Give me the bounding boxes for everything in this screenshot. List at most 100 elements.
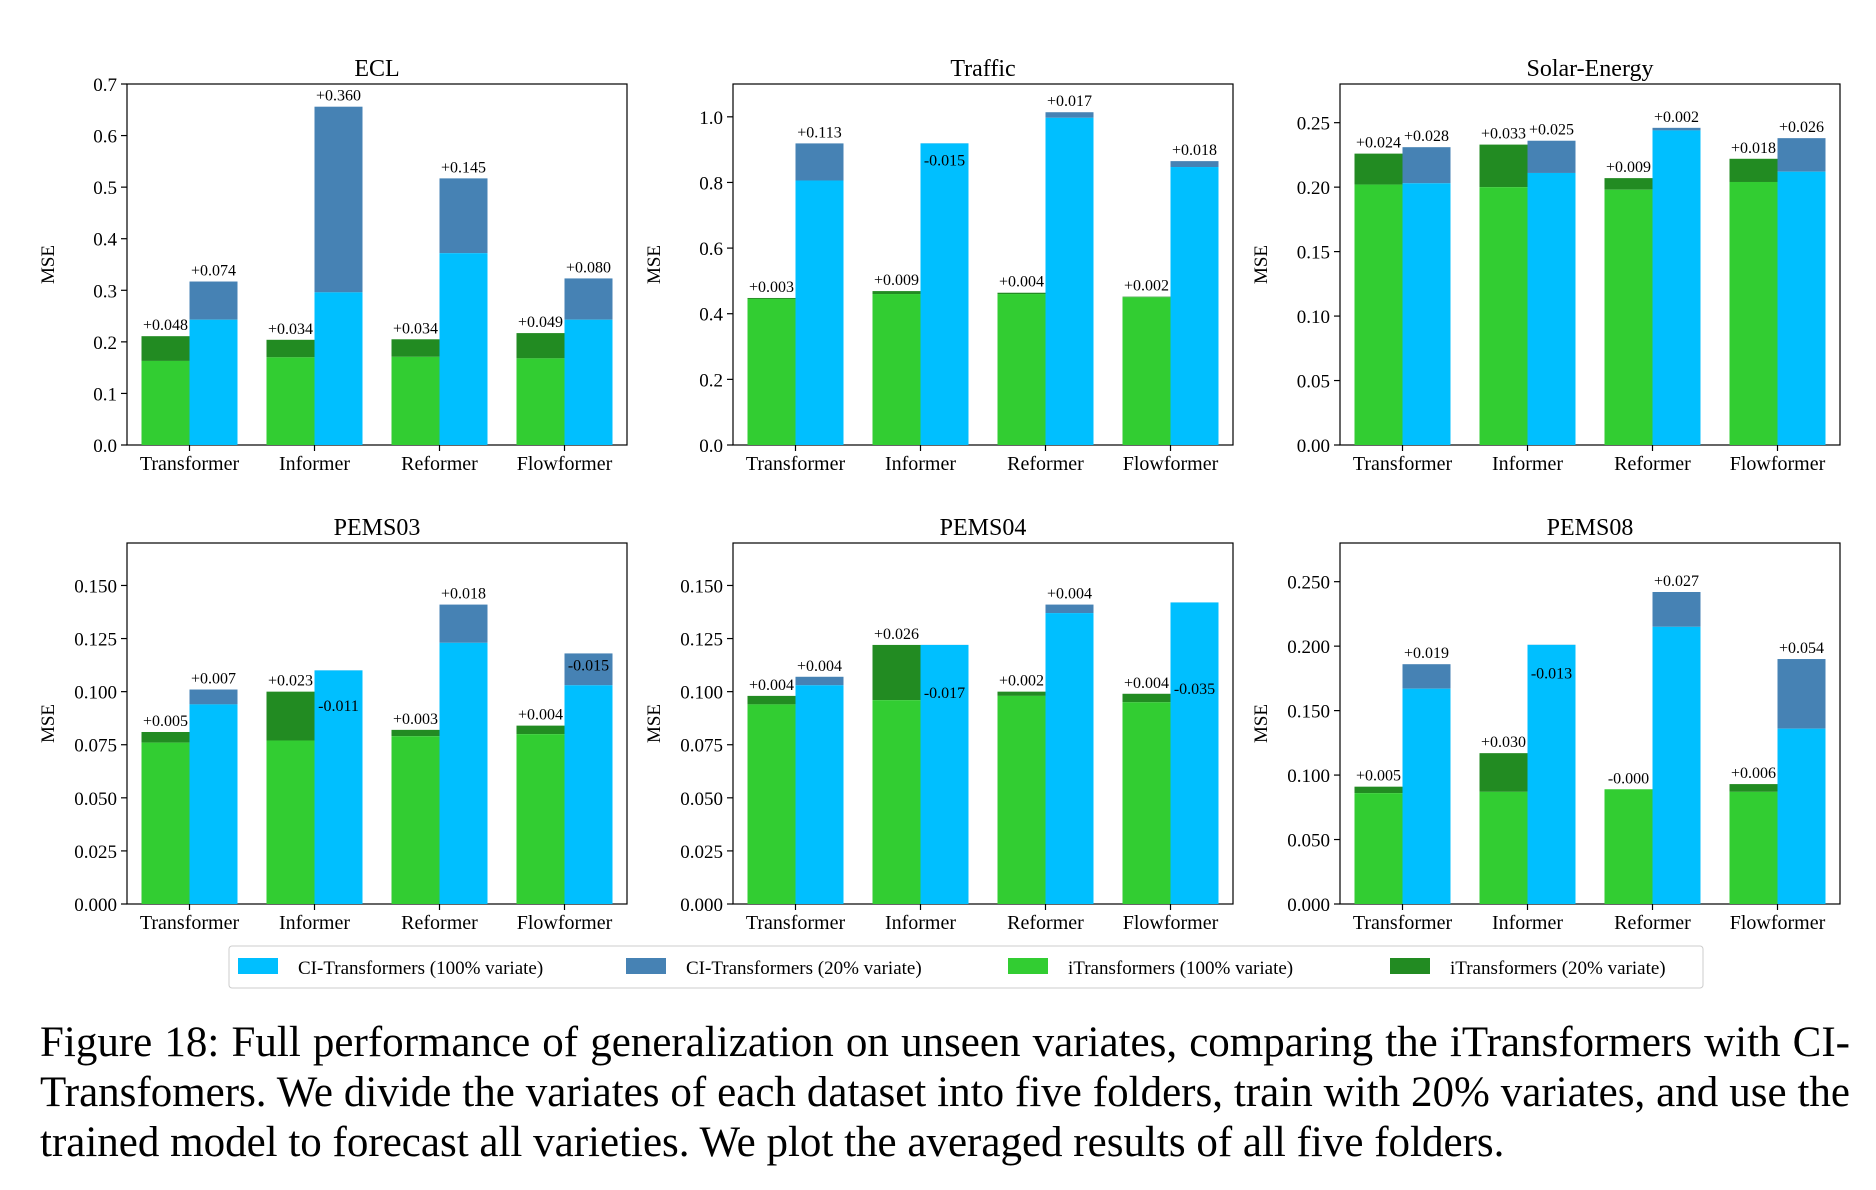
data-label-itrans: +0.003 [393,711,438,728]
y-tick-label: 0.10 [1297,307,1330,328]
bar-itrans-100 [997,695,1046,904]
x-tick-label: Transformer [140,912,240,934]
data-label-ci: -0.035 [1174,681,1215,698]
x-tick-label: Reformer [1007,912,1084,934]
x-tick-label: Informer [1492,453,1563,475]
x-tick-label: Informer [1492,912,1563,934]
bar-itrans-100 [747,704,796,904]
axes-frame [732,542,1234,905]
y-tick-label: 0.000 [680,895,723,916]
bar-itrans-20 [1354,786,1403,794]
data-label-ci: +0.054 [1779,640,1824,657]
y-tick-label: 0.6 [699,239,723,260]
bar-itrans-20 [266,691,315,741]
x-tick-label: Flowformer [517,912,613,934]
bar-itrans-20 [1604,178,1653,190]
chart-title: Traffic [950,56,1015,82]
y-tick-label: 0.00 [1297,436,1330,457]
data-label-ci: +0.028 [1404,128,1449,145]
data-label-itrans: +0.009 [874,272,919,289]
bar-ci-100 [920,644,969,904]
data-label-ci: +0.145 [441,159,486,176]
data-label-itrans: +0.049 [518,314,563,331]
data-label-itrans: +0.009 [1606,159,1651,176]
y-tick-label: 0.025 [680,842,723,863]
bar-itrans-100 [1354,184,1403,446]
data-label-itrans: +0.026 [874,626,919,643]
y-tick-label: 0.050 [74,789,117,810]
y-tick-label: 0.250 [1287,573,1330,594]
bar-itrans-20 [1122,693,1171,703]
data-label-ci: +0.026 [1779,119,1824,136]
bar-ci-100 [564,319,613,445]
bar-itrans-100 [1604,189,1653,445]
bar-ci-20 [564,653,613,686]
bar-ci-20 [1652,591,1701,627]
x-tick-label: Informer [279,912,350,934]
legend-swatch [626,958,666,974]
y-tick-label: 0.15 [1297,243,1330,264]
y-tick-label: 0.4 [699,305,723,326]
bar-ci-100 [1402,183,1451,445]
legend-swatch [1008,958,1048,974]
bar-ci-100 [795,180,844,445]
bar-itrans-100 [872,294,921,445]
y-tick-label: 0.150 [680,576,723,597]
figure-panel: ECL MSE 0.0 0.1 0.2 0.3 0.4 0.5 0.6 0.7 Transforme… [38,56,1841,989]
y-tick-label: 0.0 [699,436,723,457]
axes-frame [732,83,1234,446]
bar-ci-100 [189,319,238,445]
y-tick-label: 0.25 [1297,114,1330,135]
x-tick-label: Transformer [140,453,240,475]
data-label-itrans: +0.048 [143,317,188,334]
data-label-ci: +0.018 [441,586,486,603]
data-label-itrans: +0.005 [1356,768,1401,785]
bar-itrans-100 [266,357,315,445]
bar-itrans-100 [1122,702,1171,904]
data-label-ci: +0.007 [191,671,236,688]
bar-ci-20 [564,278,613,320]
bar-ci-20 [189,281,238,320]
data-label-itrans: +0.034 [268,321,313,338]
bar-ci-100 [314,292,363,445]
x-tick-label: Reformer [1614,453,1691,475]
bar-ci-100 [1777,171,1826,445]
y-axis-label: MSE [38,245,59,284]
bar-itrans-100 [1604,789,1653,904]
y-tick-label: 0.200 [1287,637,1330,658]
bar-ci-100 [795,685,844,904]
y-tick-label: 0.2 [93,333,117,354]
bar-itrans-100 [1729,181,1778,445]
data-label-ci: -0.015 [568,657,609,674]
bar-ci-20 [1402,147,1451,184]
bar-ci-100 [189,704,238,904]
y-tick-label: 0.075 [74,736,117,757]
legend-label: CI-Transformers (20% variate) [686,958,922,979]
bar-ci-100 [1170,602,1219,904]
y-axis-label: MSE [38,704,59,743]
bar-itrans-100 [997,294,1046,445]
bar-ci-20 [1170,161,1219,168]
bar-itrans-100 [516,734,565,904]
x-tick-label: Reformer [1007,453,1084,475]
data-label-itrans: +0.004 [999,274,1044,291]
x-tick-label: Reformer [401,453,478,475]
y-tick-label: 0.075 [680,736,723,757]
y-tick-label: 0.5 [93,178,117,199]
y-tick-label: 0.100 [680,683,723,704]
bar-ci-100 [1652,626,1701,904]
bar-itrans-100 [1354,793,1403,904]
chart-pems04: PEMS04 MSE 0.000 0.025 0.050 0.075 0.100 0.125 0… [644,515,1234,934]
y-tick-label: 0.4 [93,230,117,251]
bar-itrans-20 [747,695,796,705]
data-label-itrans: +0.004 [749,677,794,694]
y-tick-label: 0.050 [1287,831,1330,852]
bar-itrans-20 [516,725,565,735]
bar-itrans-100 [747,298,796,445]
bar-itrans-20 [141,731,190,743]
legend-label: iTransformers (20% variate) [1450,958,1666,979]
legend-swatch [238,958,278,974]
y-tick-label: 0.6 [93,127,117,148]
bar-ci-20 [795,143,844,181]
chart-title: PEMS03 [334,515,421,541]
